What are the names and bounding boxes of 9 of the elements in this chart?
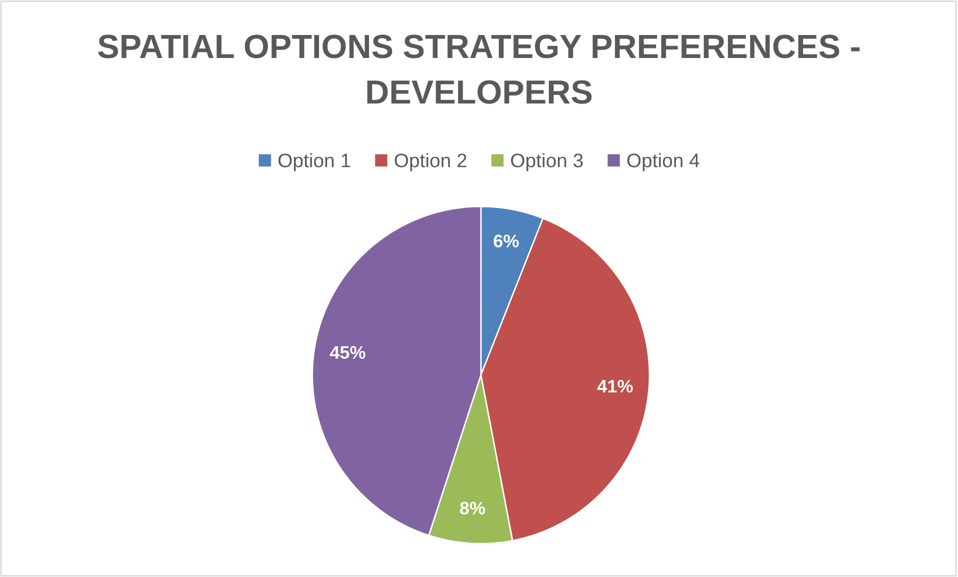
data-label: 6% [494, 234, 519, 248]
data-label: 8% [460, 502, 486, 514]
legend-label: Option 4 [627, 153, 700, 172]
legend-label: Option 2 [394, 153, 466, 172]
data-label: 41% [597, 380, 633, 393]
legend-label: Option 3 [511, 153, 583, 172]
legend-label: Option 1 [278, 153, 350, 172]
data-label: 45% [330, 346, 366, 359]
chart-title: SPATIAL OPTIONS STRATEGY PREFERENCES - DEVELOPERS [98, 34, 860, 104]
